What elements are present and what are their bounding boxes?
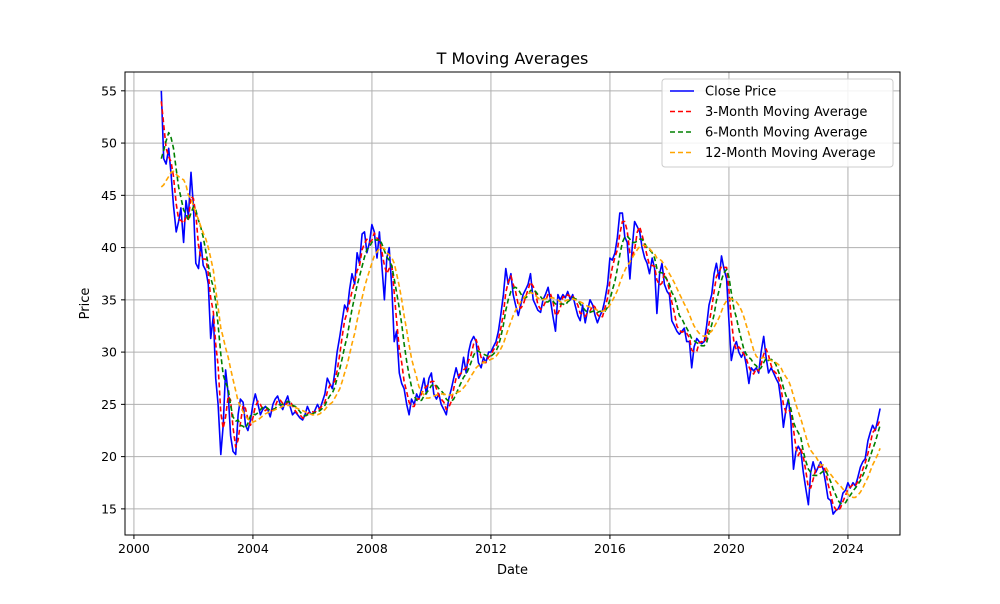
x-tick-label: 2004 <box>237 541 269 556</box>
legend: Close Price 3-Month Moving Average 6-Month… <box>661 78 894 168</box>
legend-label: Close Price <box>705 85 776 100</box>
x-tick-label: 2024 <box>832 541 864 556</box>
y-tick-label: 45 <box>101 188 117 203</box>
legend-label: 12-Month Moving Average <box>705 146 876 161</box>
series-line-3-month-moving-average <box>160 101 881 512</box>
x-tick-label: 2008 <box>356 541 388 556</box>
legend-box <box>661 78 894 168</box>
series-line-close-price <box>160 90 881 515</box>
series-line-6-month-moving-average <box>160 131 881 505</box>
y-tick-label: 55 <box>101 83 117 98</box>
x-axis-label: Date <box>497 563 528 578</box>
y-tick-label: 40 <box>101 240 117 255</box>
x-tick-label: 2016 <box>594 541 626 556</box>
chart-title: T Moving Averages <box>436 49 589 68</box>
series-group <box>160 90 881 515</box>
y-tick-label: 25 <box>101 397 117 412</box>
x-tick-label: 2012 <box>475 541 507 556</box>
y-tick-label: 50 <box>101 136 117 151</box>
plot-frame <box>124 71 901 536</box>
y-tick-label: 15 <box>101 501 117 516</box>
series-line-12-month-moving-average <box>160 170 881 499</box>
y-axis-label: Price <box>78 288 93 320</box>
x-tick-label: 2000 <box>118 541 150 556</box>
y-tick-label: 20 <box>101 449 117 464</box>
legend-label: 6-Month Moving Average <box>705 126 867 141</box>
y-tick-label: 30 <box>101 345 117 360</box>
legend-label: 3-Month Moving Average <box>705 105 867 120</box>
y-tick-label: 35 <box>101 292 117 307</box>
x-tick-label: 2020 <box>713 541 745 556</box>
axis-ticks: 2000 2004 2008 2012 2016 2020 2024 15 20 25 30 35 40… <box>101 83 864 556</box>
grid <box>125 72 900 535</box>
